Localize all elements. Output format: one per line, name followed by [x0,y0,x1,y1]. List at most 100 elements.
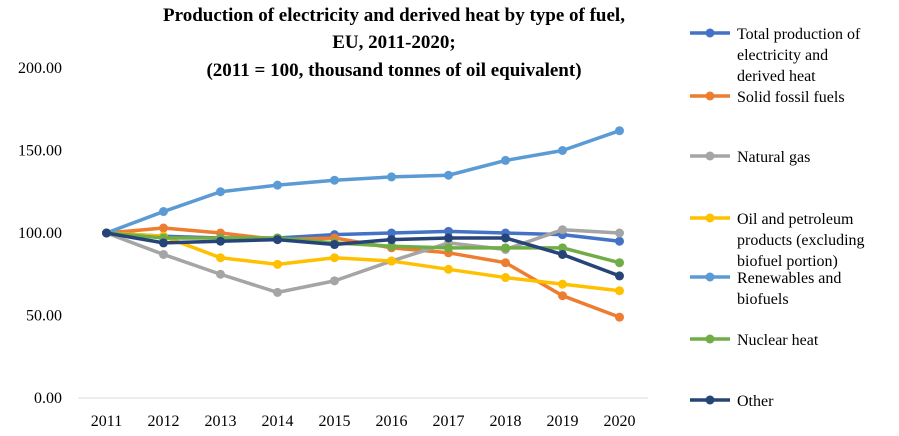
y-tick-label: 200.00 [18,60,62,77]
legend-label: products (excluding [737,232,865,249]
x-tick-label: 2012 [148,413,180,430]
legend-point-marker [705,91,715,101]
data-point [159,207,168,217]
legend-entry: Nuclear heat [690,332,819,349]
series-line [104,231,622,293]
x-axis: 2011 2012 2013 2014 2015 2016 2017 2018 2019 2020 [78,397,648,430]
legend-entry: Total production of electricity and derive… [690,26,861,85]
legend: Total production of electricity and derive… [690,26,865,410]
data-point [330,175,339,185]
series-4 [102,126,624,238]
data-point [501,155,510,165]
y-tick-label: 50.00 [26,308,62,325]
y-tick-label: 150.00 [18,143,62,160]
data-point [615,271,624,281]
legend-entry: Renewables and biofuels [690,270,841,308]
legend-label: Nuclear heat [737,332,819,349]
legend-point-marker [705,395,715,405]
legend-label: Renewables and [737,270,841,287]
legend-label: Natural gas [737,149,810,166]
chart-title-line-3: (2011 = 100, thousand tonnes of oil equi… [206,60,581,81]
data-point [558,249,567,259]
series-lines [102,126,624,322]
data-point [558,279,567,289]
data-point [501,243,510,253]
data-point [102,228,111,238]
data-point [615,236,624,246]
legend-label: biofuel portion) [737,253,838,270]
legend-label: Other [737,393,774,410]
legend-point-marker [705,334,715,344]
legend-point-marker [705,272,715,282]
legend-label: Oil and petroleum [737,211,854,228]
data-point [330,253,339,263]
x-tick-label: 2013 [205,413,237,430]
x-tick-label: 2011 [91,413,122,430]
data-point [330,240,339,250]
x-tick-label: 2016 [376,413,408,430]
data-point [558,146,567,155]
data-point [273,180,282,190]
data-point [501,233,510,243]
x-tick-label: 2018 [490,413,522,430]
data-point [387,235,396,245]
data-point [159,238,168,248]
x-tick-label: 2014 [262,413,294,430]
legend-entry: Oil and petroleum products (excluding biof… [690,211,865,270]
chart-title-line-1: Production of electricity and derived he… [163,5,625,26]
legend-point-marker [705,151,715,161]
chart-title: Production of electricity and derived he… [163,5,625,81]
data-point [216,236,225,246]
legend-entry: Other [690,393,774,410]
data-point [216,269,225,279]
data-point [444,264,453,274]
legend-entry: Natural gas [690,149,810,166]
data-point [216,253,225,263]
data-point [159,223,168,233]
data-point [159,249,168,259]
data-point [444,243,453,253]
legend-label: derived heat [737,68,816,85]
data-point [273,235,282,245]
series-line [104,128,622,235]
data-point [330,276,339,286]
data-point [558,291,567,301]
x-tick-label: 2020 [604,413,636,430]
data-point [501,258,510,268]
y-tick-label: 0.00 [34,390,62,407]
series-line [104,227,622,295]
legend-label: biofuels [737,291,789,308]
y-axis-ticks: 0.00 50.00 100.00 150.00 200.00 [18,60,62,407]
data-point [615,312,624,322]
data-point [387,172,396,182]
data-point [615,126,624,136]
legend-label: Solid fossil fuels [737,89,845,106]
data-point [444,233,453,243]
data-point [558,225,567,235]
data-point [501,273,510,283]
data-point [216,187,225,197]
legend-point-marker [705,213,715,223]
x-tick-label: 2017 [433,413,465,430]
data-point [387,256,396,266]
y-tick-label: 100.00 [18,225,62,242]
series-6 [102,228,624,281]
data-point [273,287,282,297]
legend-point-marker [705,28,715,38]
chart-title-line-2: EU, 2011-2020; [332,32,456,53]
data-point [444,226,453,236]
x-tick-label: 2019 [547,413,579,430]
data-point [387,241,396,251]
series-line [104,231,622,278]
data-point [273,259,282,269]
data-point [615,258,624,268]
data-point [615,228,624,238]
legend-label: electricity and [737,47,828,64]
data-point [444,170,453,180]
x-tick-label: 2015 [319,413,351,430]
legend-entry: Solid fossil fuels [690,89,845,106]
legend-label: Total production of [737,26,861,43]
data-point [615,286,624,296]
data-point [387,228,396,238]
